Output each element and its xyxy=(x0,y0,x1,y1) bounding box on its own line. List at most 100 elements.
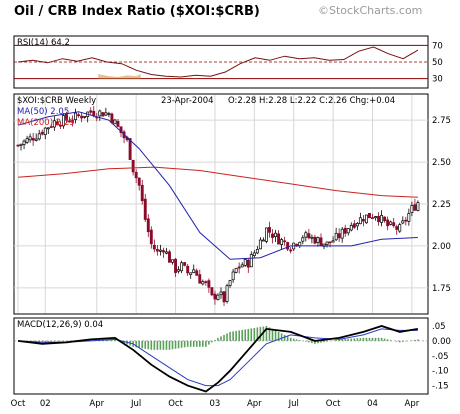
x-tick-label: 03 xyxy=(210,399,221,409)
y-tick-label: .05 xyxy=(432,322,446,332)
x-axis: Oct 02 Apr Jul Oct 03 Apr Jul Oct 04 Apr xyxy=(11,399,420,409)
chart-title: Oil / CRB Index Ratio ($XOI:$CRB) xyxy=(14,4,260,19)
macd-panel: -.15 -.10 -.05 0.00 .05 MACD(12,26,9) 0.04 xyxy=(13,317,451,395)
price-candle xyxy=(146,214,150,238)
price-candle xyxy=(134,169,138,184)
price-candle xyxy=(40,129,44,136)
price-candle xyxy=(274,229,277,243)
price-candle xyxy=(349,222,353,232)
macd-y-axis: -.15 -.10 -.05 0.00 .05 xyxy=(432,322,451,392)
price-candle xyxy=(268,221,271,238)
price-candle xyxy=(195,268,199,276)
rsi-reference-lines xyxy=(14,44,428,80)
x-tick-label: Apr xyxy=(247,399,262,409)
price-candle xyxy=(380,210,384,227)
price-candle xyxy=(237,262,241,274)
price-candle xyxy=(413,198,417,211)
price-candle xyxy=(89,107,93,115)
price-candle xyxy=(189,272,193,279)
price-candle xyxy=(83,116,87,119)
price-candle xyxy=(116,119,120,128)
price-panel: 1.75 2.00 2.25 2.50 2.75 $XOI:$CRB Weekly 23… xyxy=(13,93,451,315)
price-candle xyxy=(198,269,202,284)
price-candle xyxy=(177,266,181,274)
price-candle xyxy=(80,112,84,123)
price-candle xyxy=(246,258,250,273)
ma50-series xyxy=(17,111,418,260)
x-tick-label: 02 xyxy=(40,399,51,409)
price-candle xyxy=(301,235,305,245)
price-candle xyxy=(258,237,262,250)
y-tick-label: 30 xyxy=(432,75,443,85)
price-candle xyxy=(243,258,247,267)
price-candle xyxy=(68,116,71,123)
price-candle xyxy=(234,267,238,274)
price-candle xyxy=(340,226,344,243)
macd-label: MACD(12,26,9) 0.04 xyxy=(17,320,103,330)
rsi-oversold-fill xyxy=(98,73,141,79)
price-candle xyxy=(343,224,347,237)
ma50-line xyxy=(17,111,418,260)
price-candle xyxy=(310,234,314,244)
x-tick-label: Oct xyxy=(326,399,341,409)
price-candle xyxy=(225,283,229,304)
price-candle xyxy=(304,230,308,242)
price-candle xyxy=(222,290,226,306)
price-candle xyxy=(361,215,365,227)
price-candle xyxy=(331,236,335,243)
rsi-series xyxy=(17,46,419,78)
y-tick-label: 2.00 xyxy=(432,242,451,252)
price-candle xyxy=(98,109,102,121)
price-candle xyxy=(49,123,53,129)
price-candle xyxy=(207,278,211,293)
y-tick-label: 0.00 xyxy=(432,337,451,347)
price-candle xyxy=(28,133,32,143)
price-candle xyxy=(180,260,184,274)
x-tick-label: Apr xyxy=(89,399,104,409)
price-candle xyxy=(158,244,162,256)
price-candle xyxy=(77,112,81,118)
y-tick-label: 50 xyxy=(432,58,443,68)
price-candle xyxy=(183,261,187,267)
price-panel-label: $XOI:$CRB Weekly xyxy=(17,96,96,106)
macd-signal-line xyxy=(17,328,418,387)
price-candle xyxy=(107,111,111,118)
price-candle xyxy=(358,212,362,225)
price-candle xyxy=(210,287,214,297)
price-candle xyxy=(46,127,50,135)
rsi-line xyxy=(17,46,419,78)
price-candle xyxy=(404,216,408,226)
price-candle xyxy=(255,246,259,255)
price-candle xyxy=(213,290,217,305)
price-candle xyxy=(392,217,396,228)
price-candle xyxy=(165,247,168,255)
price-candle xyxy=(374,215,377,221)
price-candle xyxy=(416,200,420,212)
price-candle xyxy=(168,249,171,263)
price-candle xyxy=(216,293,220,301)
price-candle xyxy=(19,143,23,151)
price-candle xyxy=(161,247,165,258)
price-candle xyxy=(16,144,20,147)
ma50-legend: MA(50) 2.05 xyxy=(17,107,69,117)
watermark-text: ©StockCharts.com xyxy=(318,4,422,17)
price-candle xyxy=(386,216,390,231)
price-candle xyxy=(364,214,368,224)
price-candle xyxy=(280,237,284,251)
y-tick-label: 2.50 xyxy=(432,158,451,168)
price-candle xyxy=(137,177,141,191)
price-candle xyxy=(295,243,299,248)
price-candle xyxy=(398,222,402,233)
price-candle xyxy=(252,250,256,258)
price-candle xyxy=(377,212,381,226)
x-tick-label: Apr xyxy=(405,399,420,409)
price-candle xyxy=(140,179,144,205)
ma200-series xyxy=(17,166,418,198)
y-tick-label: 2.75 xyxy=(432,116,451,126)
price-candle xyxy=(149,226,153,249)
price-date: 23-Apr-2004 xyxy=(161,96,214,106)
price-candle xyxy=(58,121,62,130)
price-candle xyxy=(171,259,174,265)
price-candle xyxy=(389,220,393,226)
rsi-panel: 30 50 70 RSI(14) 64.2 xyxy=(13,35,443,89)
